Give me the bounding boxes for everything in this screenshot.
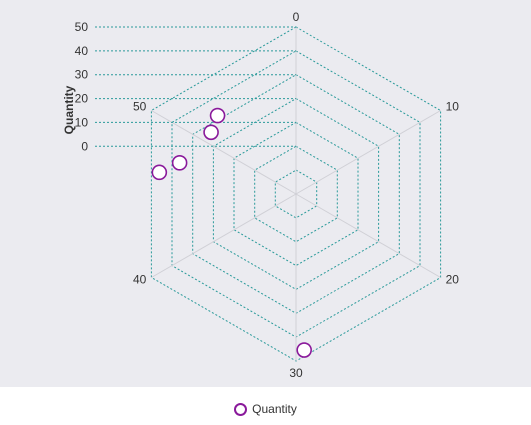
legend-label: Quantity [252, 402, 297, 416]
angular-tick-label: 20 [446, 273, 460, 287]
data-point-2[interactable] [171, 155, 188, 171]
legend[interactable]: Quantity [0, 400, 531, 418]
plot-area [0, 0, 531, 387]
angular-tick-label: 0 [293, 10, 300, 24]
spoke-line-1 [295, 110, 441, 195]
radial-tick-label: 0 [81, 139, 88, 153]
radial-tick-label: 40 [75, 44, 89, 58]
spoke-line-2 [295, 193, 441, 278]
data-point-1[interactable] [151, 164, 168, 181]
data-point-layer [151, 107, 312, 358]
label-layer: 0 10 20 30 40 50 Quantity 0 10 20 30 40 50 [62, 10, 459, 380]
angular-tick-label: 40 [133, 273, 147, 287]
spoke-line-5 [151, 110, 297, 195]
data-point-4[interactable] [209, 107, 226, 124]
radial-tick-label: 20 [75, 92, 89, 106]
angular-tick-label: 10 [446, 100, 460, 114]
circle-marker-icon [234, 402, 248, 416]
radial-leader-layer [95, 26, 296, 147]
radial-axis-title: Quantity [62, 85, 76, 134]
radial-tick-label: 50 [75, 20, 89, 34]
data-point-0[interactable] [296, 342, 312, 358]
radial-tick-label: 10 [75, 115, 89, 129]
radar-chart: 0 10 20 30 40 50 Quantity 0 10 20 30 40 50 [62, 10, 459, 380]
radial-tick-label: 30 [75, 68, 89, 82]
angular-tick-label: 50 [133, 100, 147, 114]
spoke-line-4 [151, 193, 297, 278]
angular-tick-label: 30 [289, 366, 303, 380]
data-point-3[interactable] [203, 124, 219, 141]
spoke-layer [151, 27, 441, 361]
